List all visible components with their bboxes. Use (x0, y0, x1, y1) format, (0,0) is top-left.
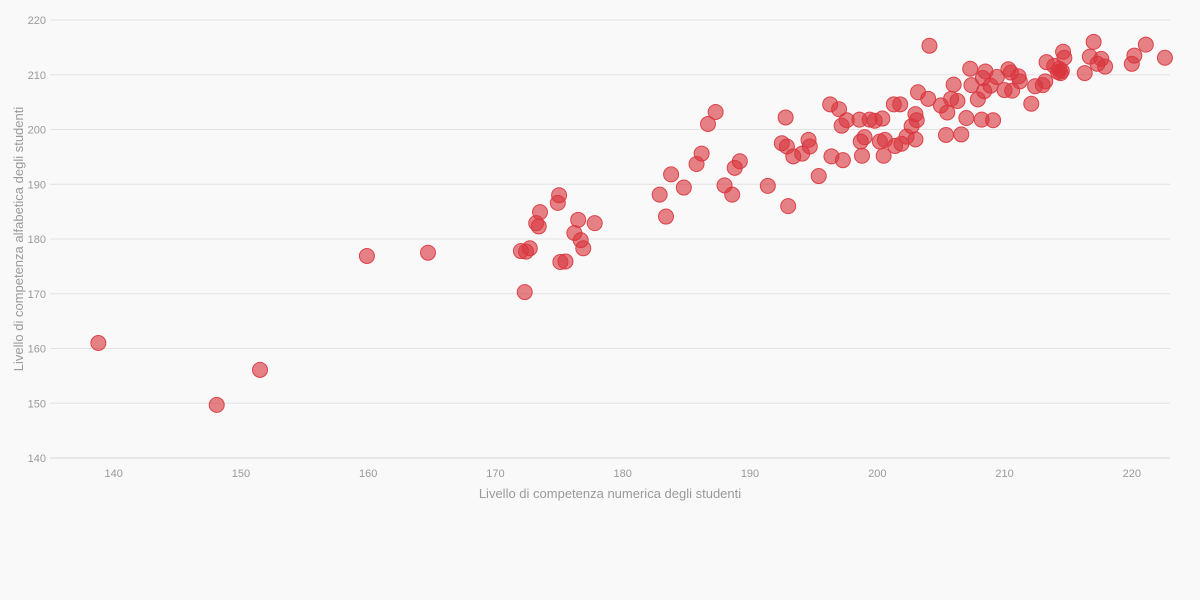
data-point[interactable] (921, 37, 938, 54)
data-point[interactable] (586, 215, 603, 232)
y-tick-label: 220 (28, 15, 46, 27)
x-tick-label: 170 (486, 468, 504, 480)
x-tick-label: 150 (232, 468, 250, 480)
data-point[interactable] (985, 112, 1002, 129)
data-point[interactable] (675, 179, 692, 196)
data-point[interactable] (1076, 65, 1093, 82)
data-point[interactable] (693, 145, 710, 162)
data-point[interactable] (516, 284, 533, 301)
data-point[interactable] (834, 152, 851, 169)
data-point[interactable] (1037, 73, 1054, 90)
data-point[interactable] (557, 253, 574, 270)
data-point[interactable] (962, 60, 979, 77)
data-point[interactable] (1085, 33, 1102, 50)
data-point[interactable] (949, 93, 966, 110)
data-point[interactable] (908, 112, 925, 129)
data-point[interactable] (700, 116, 716, 133)
data-point[interactable] (920, 90, 937, 107)
y-tick-label: 150 (28, 398, 46, 410)
data-point[interactable] (575, 240, 592, 257)
data-point[interactable] (1097, 58, 1114, 75)
data-point[interactable] (875, 147, 892, 164)
data-point[interactable] (1023, 95, 1040, 112)
axes: 140 150 160 170 180 190 200 210 220 140 150 160 170 1… (28, 15, 1170, 480)
data-point[interactable] (810, 168, 827, 185)
data-point[interactable] (358, 247, 375, 264)
data-point[interactable] (1056, 49, 1073, 66)
y-tick-label: 200 (28, 125, 46, 137)
y-tick-label: 170 (28, 289, 46, 301)
data-point[interactable] (958, 110, 975, 127)
x-tick-label: 200 (868, 468, 886, 480)
data-point[interactable] (1137, 36, 1154, 53)
data-point[interactable] (724, 186, 741, 203)
y-tick-label: 180 (28, 234, 46, 246)
data-point[interactable] (1156, 49, 1173, 66)
data-point[interactable] (521, 240, 538, 257)
data-point[interactable] (854, 147, 870, 164)
data-point[interactable] (651, 186, 668, 203)
data-point[interactable] (731, 153, 748, 170)
x-tick-label: 190 (741, 468, 759, 480)
data-point[interactable] (907, 131, 924, 148)
data-point[interactable] (570, 211, 587, 228)
data-point[interactable] (658, 208, 674, 225)
y-tick-label: 190 (28, 179, 46, 191)
data-point[interactable] (551, 187, 568, 204)
data-point[interactable] (1053, 62, 1070, 79)
data-point[interactable] (530, 218, 547, 235)
data-point[interactable] (208, 396, 225, 413)
data-point[interactable] (856, 129, 873, 146)
data-point[interactable] (252, 361, 268, 378)
y-axis-title: Livello di competenza alfabetica degli s… (11, 107, 26, 372)
data-point[interactable] (953, 126, 970, 143)
data-point[interactable] (945, 76, 962, 93)
data-point[interactable] (831, 101, 848, 118)
data-point[interactable] (801, 138, 818, 155)
data-point[interactable] (780, 198, 797, 215)
x-tick-label: 220 (1123, 468, 1141, 480)
x-tick-label: 180 (614, 468, 632, 480)
data-point[interactable] (1011, 73, 1028, 90)
x-tick-label: 140 (104, 468, 122, 480)
data-point[interactable] (938, 126, 954, 143)
data-points (90, 33, 1173, 413)
data-point[interactable] (90, 335, 107, 352)
data-point[interactable] (707, 103, 724, 120)
data-point[interactable] (892, 96, 909, 113)
y-tick-label: 140 (28, 453, 46, 465)
x-axis-title: Livello di competenza numerica degli stu… (479, 486, 741, 501)
data-point[interactable] (1126, 47, 1143, 64)
grid-lines (50, 19, 1170, 404)
y-tick-label: 160 (28, 344, 46, 356)
data-point[interactable] (759, 177, 776, 194)
x-tick-label: 160 (359, 468, 377, 480)
data-point[interactable] (874, 110, 891, 127)
data-point[interactable] (663, 166, 680, 183)
x-tick-label: 210 (995, 468, 1013, 480)
data-point[interactable] (777, 109, 794, 126)
data-point[interactable] (420, 244, 436, 261)
data-point[interactable] (532, 204, 548, 221)
y-tick-label: 210 (28, 70, 46, 82)
